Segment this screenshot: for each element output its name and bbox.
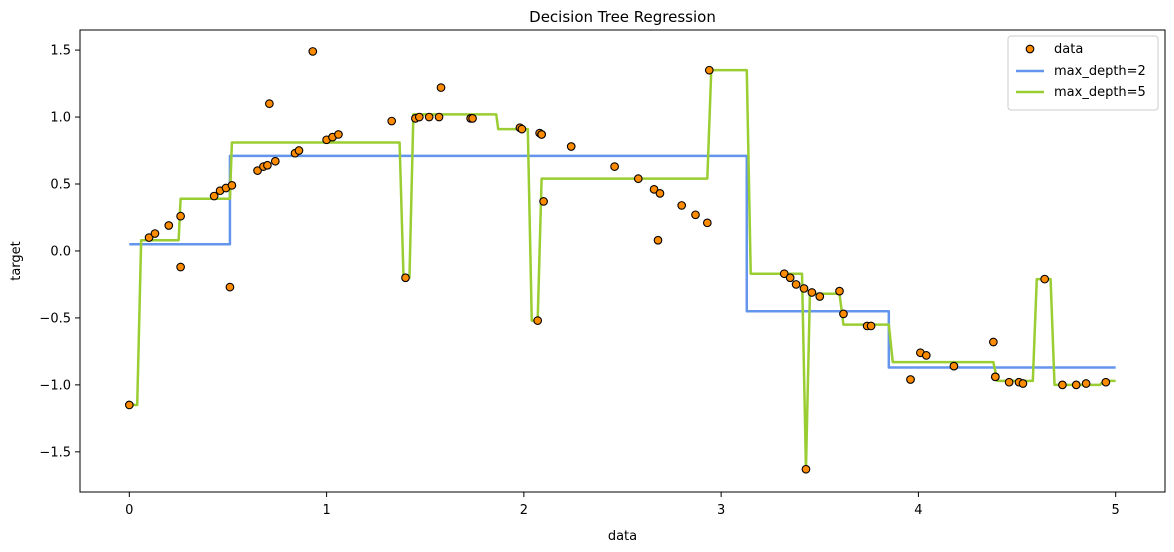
legend: data max_depth=2 max_depth=5 <box>1007 35 1159 111</box>
data-point <box>1018 379 1028 388</box>
data-point <box>990 372 1000 382</box>
data-point <box>334 130 343 139</box>
x-axis-title: data <box>608 529 637 544</box>
data-point <box>815 292 825 301</box>
x-tick-label: 1 <box>322 503 330 518</box>
data-point <box>677 201 687 210</box>
data-point <box>906 375 915 384</box>
data-point <box>517 124 527 134</box>
data-point <box>1101 377 1111 387</box>
series-line-max-depth-5 <box>129 68 1116 471</box>
data-point <box>1058 380 1067 390</box>
data-point <box>610 162 619 171</box>
data-point <box>270 156 280 166</box>
data-point <box>704 65 714 75</box>
plot-frame <box>79 29 1166 493</box>
data-point <box>436 83 446 92</box>
data-point <box>866 321 876 331</box>
plot-content <box>124 47 1116 474</box>
data-point <box>294 146 304 155</box>
data-point <box>949 361 959 371</box>
data-point <box>566 142 576 151</box>
data-point <box>1004 377 1014 387</box>
legend-label-data: data <box>1054 42 1083 57</box>
legend-marker-data <box>1025 44 1035 54</box>
data-point <box>1040 274 1050 284</box>
data-point <box>150 229 160 238</box>
data-point <box>434 112 444 122</box>
series-line-max-depth-2 <box>129 154 1116 369</box>
legend-box <box>1007 35 1159 111</box>
data-point <box>468 114 477 123</box>
data-point <box>164 221 174 230</box>
data-point <box>176 211 185 221</box>
data-point <box>702 218 712 228</box>
x-tick-label: 5 <box>1112 503 1120 518</box>
y-tick-label: −1.5 <box>39 445 71 460</box>
data-point <box>401 273 410 283</box>
data-point <box>537 130 546 139</box>
data-point <box>799 284 809 293</box>
y-tick-label: 0.0 <box>50 244 71 259</box>
data-point <box>209 191 219 201</box>
y-axis-title: target <box>9 241 24 281</box>
data-point <box>633 174 643 183</box>
x-tick-label: 2 <box>520 503 528 518</box>
data-point <box>539 197 548 206</box>
data-point <box>533 316 543 325</box>
data-point <box>144 233 154 242</box>
y-axis: −1.5 −1.0 −0.5 0.0 0.5 1.0 1.5 <box>39 44 80 460</box>
data-point <box>655 189 665 198</box>
data-point <box>176 262 185 272</box>
y-tick-label: −0.5 <box>39 311 71 326</box>
y-tick-label: 0.5 <box>50 178 71 193</box>
data-point <box>308 47 318 56</box>
legend-label-max-depth-2: max_depth=2 <box>1054 64 1146 79</box>
data-point <box>835 286 844 296</box>
data-point <box>807 288 817 297</box>
x-axis: 0 1 2 3 4 5 <box>125 492 1120 518</box>
data-point <box>253 166 262 175</box>
data-point <box>801 464 811 474</box>
data-point <box>1071 380 1081 390</box>
data-point <box>225 282 235 292</box>
data-point <box>1081 379 1091 388</box>
y-tick-label: −1.0 <box>39 378 71 393</box>
data-point <box>424 112 434 122</box>
data-point <box>691 210 700 220</box>
x-tick-label: 3 <box>717 503 725 518</box>
data-point <box>263 160 272 170</box>
data-point <box>265 99 274 108</box>
y-tick-label: 1.0 <box>50 111 71 126</box>
x-tick-label: 4 <box>914 503 922 518</box>
data-point <box>989 337 998 347</box>
data-point <box>387 116 397 126</box>
data-point <box>839 309 848 319</box>
y-tick-label: 1.5 <box>50 44 71 59</box>
chart-title: Decision Tree Regression <box>529 8 716 26</box>
legend-label-max-depth-5: max_depth=5 <box>1054 85 1146 100</box>
x-tick-label: 0 <box>125 503 133 518</box>
data-point <box>227 180 237 190</box>
data-point <box>785 273 795 283</box>
data-point <box>124 400 134 410</box>
data-point <box>414 112 424 122</box>
data-point <box>921 351 931 360</box>
data-point <box>779 269 789 279</box>
data-point <box>791 280 801 289</box>
data-point <box>649 185 659 194</box>
data-point <box>653 235 663 245</box>
